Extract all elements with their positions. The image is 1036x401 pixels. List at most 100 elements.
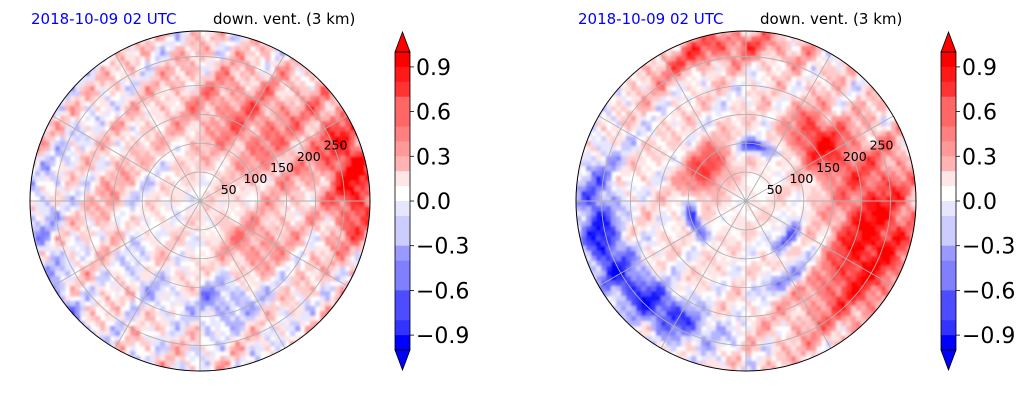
heatmap-cell [165, 291, 171, 297]
heatmap-cell [105, 166, 111, 172]
heatmap-cell [876, 161, 882, 167]
heatmap-cell [285, 146, 291, 152]
heatmap-cell [756, 121, 762, 127]
heatmap-cell [170, 286, 176, 292]
heatmap-cell [345, 226, 351, 232]
heatmap-cell [711, 176, 717, 182]
heatmap-cell [801, 116, 807, 122]
colorbar-extend-max [394, 30, 411, 53]
heatmap-cell [150, 336, 156, 342]
heatmap-cell [200, 231, 206, 237]
heatmap-cell [75, 91, 81, 97]
heatmap-cell [95, 286, 101, 292]
heatmap-cell [280, 186, 286, 192]
heatmap-cell [716, 191, 722, 197]
heatmap-cell [881, 106, 887, 112]
heatmap-cell [160, 346, 166, 352]
heatmap-cell [305, 101, 311, 107]
heatmap-cell [631, 136, 637, 142]
heatmap-cell [115, 136, 121, 142]
heatmap-cell [345, 156, 351, 162]
heatmap-cell [270, 221, 276, 227]
heatmap-cell [140, 111, 146, 117]
heatmap-cell [180, 121, 186, 127]
heatmap-cell [771, 46, 777, 52]
heatmap-cell [741, 31, 747, 37]
heatmap-cell [240, 321, 246, 327]
heatmap-cell [666, 51, 672, 57]
heatmap-cell [115, 201, 121, 207]
heatmap-cell [115, 111, 121, 117]
heatmap-cell [360, 231, 366, 237]
heatmap-cell [255, 251, 261, 257]
heatmap-cell [711, 81, 717, 87]
heatmap-cell [270, 256, 276, 262]
heatmap-cell [851, 141, 857, 147]
heatmap-cell [205, 296, 211, 302]
heatmap-cell [851, 61, 857, 67]
heatmap-cell [310, 191, 316, 197]
heatmap-cell [801, 156, 807, 162]
heatmap-cell [170, 161, 176, 167]
heatmap-cell [160, 61, 166, 67]
heatmap-cell [881, 191, 887, 197]
heatmap-cell [115, 106, 121, 112]
heatmap-cell [125, 106, 131, 112]
heatmap-cell [90, 126, 96, 132]
heatmap-cell [215, 176, 221, 182]
heatmap-cell [120, 301, 126, 307]
heatmap-cell [95, 301, 101, 307]
heatmap-cell [205, 86, 211, 92]
heatmap-cell [756, 36, 762, 42]
heatmap-cell [621, 106, 627, 112]
heatmap-cell [240, 316, 246, 322]
heatmap-cell [836, 66, 842, 72]
heatmap-cell [80, 166, 86, 172]
heatmap-cell [190, 71, 196, 77]
heatmap-cell [330, 106, 336, 112]
heatmap-cell [195, 286, 201, 292]
heatmap-cell [220, 121, 226, 127]
heatmap-cell [816, 81, 822, 87]
heatmap-cell [716, 41, 722, 47]
heatmap-cell [806, 106, 812, 112]
heatmap-cell [330, 166, 336, 172]
heatmap-cell [746, 161, 752, 167]
heatmap-cell [70, 256, 76, 262]
heatmap-cell [340, 216, 346, 222]
heatmap-cell [100, 296, 106, 302]
heatmap-cell [771, 141, 777, 147]
heatmap-cell [295, 166, 301, 172]
heatmap-cell [786, 121, 792, 127]
heatmap-cell [285, 246, 291, 252]
heatmap-cell [696, 141, 702, 147]
heatmap-cell [95, 316, 101, 322]
heatmap-cell [200, 76, 206, 82]
heatmap-cell [721, 76, 727, 82]
heatmap-cell [906, 156, 912, 162]
heatmap-cell [110, 256, 116, 262]
heatmap-cell [245, 256, 251, 262]
heatmap-cell [185, 216, 191, 222]
heatmap-cell [190, 206, 196, 212]
heatmap-cell [220, 296, 226, 302]
heatmap-cell [120, 161, 126, 167]
heatmap-cell [260, 161, 266, 167]
heatmap-cell [641, 121, 647, 127]
heatmap-cell [701, 146, 707, 152]
heatmap-cell [856, 81, 862, 87]
heatmap-cell [100, 196, 106, 202]
heatmap-cell [50, 221, 56, 227]
heatmap-cell [90, 296, 96, 302]
heatmap-cell [120, 286, 126, 292]
heatmap-cell [65, 191, 71, 197]
heatmap-cell [726, 61, 732, 67]
heatmap-cell [230, 251, 236, 257]
heatmap-cell [275, 331, 281, 337]
heatmap-cell [280, 126, 286, 132]
heatmap-cell [205, 51, 211, 57]
heatmap-cell [205, 311, 211, 317]
heatmap-cell [706, 111, 712, 117]
heatmap-cell [240, 46, 246, 52]
heatmap-cell [716, 131, 722, 137]
